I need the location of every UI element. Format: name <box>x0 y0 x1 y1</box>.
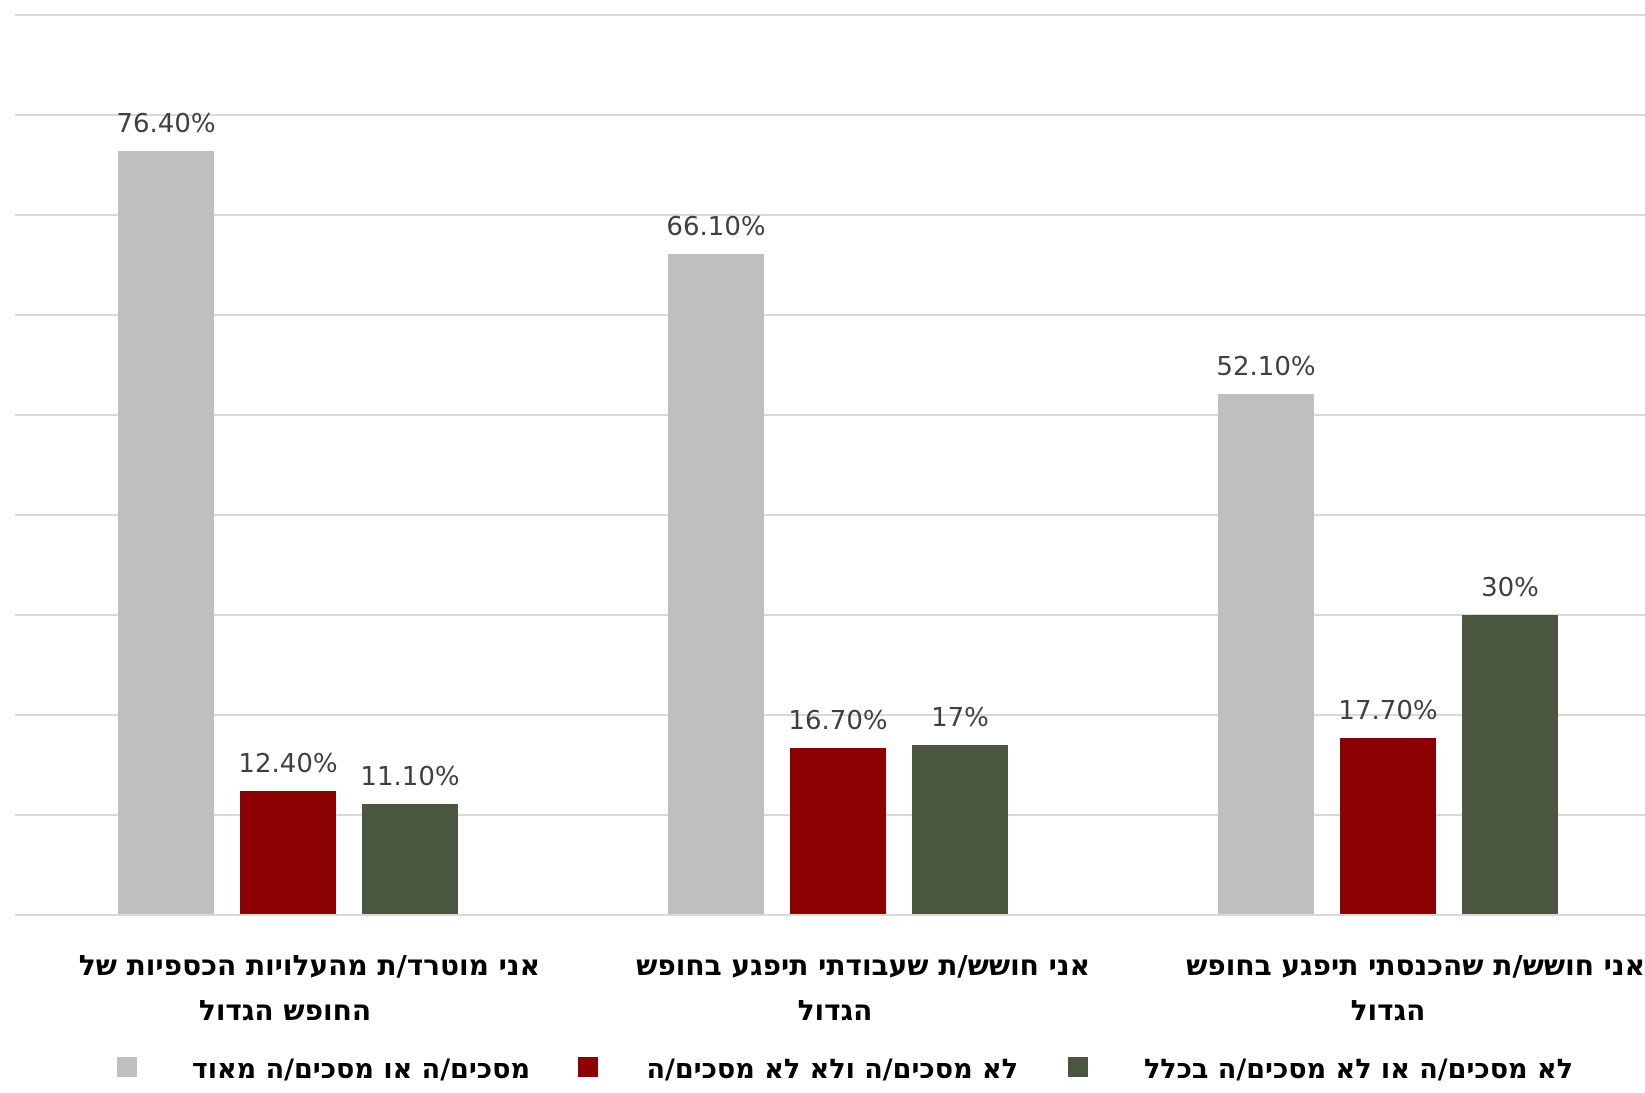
data-label: 52.10% <box>1216 352 1315 382</box>
bars <box>118 151 1558 915</box>
data-label: 12.40% <box>238 749 337 779</box>
bar <box>362 804 458 915</box>
data-label: 30% <box>1481 573 1539 603</box>
data-label: 76.40% <box>116 109 215 139</box>
data-label: 66.10% <box>666 212 765 242</box>
legend-swatch <box>1068 1057 1088 1077</box>
data-label: 11.10% <box>360 762 459 792</box>
category-label: החופש הגדול <box>199 994 371 1027</box>
bar <box>118 151 214 915</box>
legend-label: לא מסכים/ה ולא לא מסכים/ה <box>646 1054 1018 1085</box>
legend-swatch <box>578 1057 598 1077</box>
category-labels: אני מוטרד/ת מהעלויות הכספיות של החופש הגד… <box>79 949 1645 1027</box>
category-label: אני מוטרד/ת מהעלויות הכספיות של <box>79 949 540 982</box>
legend-label: לא מסכים/ה או לא מסכים/ה בכלל <box>1144 1054 1573 1085</box>
bar <box>1462 615 1558 915</box>
bar <box>240 791 336 915</box>
data-labels: 76.40% 66.10% 52.10% 12.40% 16.70% 17.70% 11.1… <box>116 109 1538 792</box>
bar <box>912 745 1008 915</box>
data-label: 16.70% <box>788 706 887 736</box>
bar <box>668 254 764 915</box>
legend: מסכים/ה או מסכים/ה מאוד לא מסכים/ה ולא לא… <box>117 1054 1573 1085</box>
category-label: אני חושש/ת שעבודתי תיפגע בחופש <box>636 949 1090 982</box>
data-label: 17% <box>931 703 989 733</box>
category-label: הגדול <box>798 994 873 1027</box>
category-label: הגדול <box>1351 994 1426 1027</box>
gridlines <box>15 14 1645 816</box>
legend-swatch <box>117 1057 137 1077</box>
bar <box>790 748 886 915</box>
bar <box>1218 394 1314 915</box>
legend-label: מסכים/ה או מסכים/ה מאוד <box>192 1054 530 1085</box>
data-label: 17.70% <box>1338 696 1437 726</box>
category-label: אני חושש/ת שהכנסתי תיפגע בחופש <box>1186 949 1645 982</box>
bar <box>1340 738 1436 915</box>
